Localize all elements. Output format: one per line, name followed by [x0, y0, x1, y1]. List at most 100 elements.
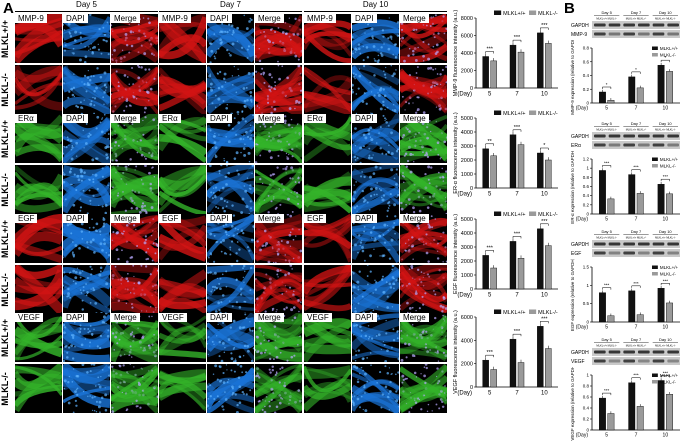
blot-genotype-label: MLKL+/+ MLKL-/- [596, 344, 617, 348]
blot-band [608, 251, 621, 255]
significance-bracket [602, 287, 612, 290]
legend-label-ko: MLKL-/- [660, 164, 677, 169]
panel-letter-a: A [3, 0, 14, 17]
blot-row-label: GAPDH [571, 242, 589, 248]
bar-wt [482, 56, 489, 89]
channel-label: DAPI [352, 14, 377, 23]
channel-label: MMP-9 [304, 14, 336, 23]
x-tick-label: 5 [488, 192, 492, 198]
bar-ko [490, 155, 497, 189]
blot-band [608, 242, 621, 246]
legend-label-wt: MLKL+/+ [503, 310, 525, 316]
channel-label: DAPI [63, 14, 88, 23]
marker-image [304, 165, 351, 214]
legend-label-wt: MLKL+/+ [503, 11, 525, 17]
blot-day-label: Day 10 [659, 337, 672, 342]
legend-swatch-ko [529, 10, 537, 15]
significance-label: *** [663, 278, 669, 283]
blot-day-label: Day 10 [659, 121, 672, 126]
y-tick-label: 2000 [461, 68, 473, 74]
x-tick-label: 5 [488, 92, 492, 98]
bar-wt [537, 228, 544, 290]
legend-label-wt: MLKL+/+ [503, 111, 525, 117]
blot-row-label: GAPDH [571, 350, 589, 356]
x-tick-label: 5 [605, 325, 608, 331]
marker-image [15, 165, 62, 214]
x-axis-label: (Day) [457, 92, 472, 98]
significance-bracket [485, 250, 494, 253]
x-tick-label: 5 [605, 106, 608, 112]
marker-image [304, 364, 351, 413]
blot-band [594, 359, 606, 363]
y-tick-label: 0 [586, 212, 589, 217]
x-tick-label: 10 [663, 433, 669, 439]
x-tick-label: 5 [605, 433, 608, 439]
x-tick-label: 5 [488, 293, 492, 299]
bar-ko [666, 394, 673, 431]
bar-ko [636, 87, 644, 104]
row-label-wt: MLKL+/+ [0, 19, 10, 58]
blot-genotype-label: MLKL+/+ MLKL-/- [655, 236, 676, 240]
significance-label: *** [514, 329, 521, 335]
legend-swatch-wt [494, 10, 502, 15]
x-axis-label: (Day) [576, 217, 589, 223]
day-header: Day 10 [362, 0, 389, 9]
blot-membrane [592, 249, 680, 257]
channel-label: DAPI [352, 313, 377, 322]
blot-band [652, 134, 665, 138]
merge-image [400, 364, 447, 413]
dapi-image: DAPI [207, 114, 254, 163]
dapi-image [63, 165, 110, 214]
x-tick-label: 10 [541, 192, 548, 198]
blot-membrane [592, 348, 680, 356]
y-tick-label: 0 [586, 320, 589, 325]
significance-label: *** [633, 373, 639, 378]
legend-label-ko: MLKL-/- [538, 111, 558, 117]
channel-label: Merge [400, 214, 429, 223]
row-label-wt: MLKL+/+ [0, 119, 10, 158]
blot-band [608, 350, 621, 354]
bar-wt [482, 148, 489, 189]
blot-band [594, 242, 606, 246]
dapi-image [207, 265, 254, 314]
x-tick-label: 7 [635, 433, 638, 439]
blot-band [623, 32, 635, 36]
x-tick-label: 7 [635, 217, 638, 223]
y-tick-label: 0.6 [583, 184, 590, 189]
y-tick-label: 1000 [461, 172, 473, 178]
blot-genotype-label: MLKL+/+ MLKL-/- [596, 17, 617, 21]
merge-image: Merge [255, 214, 302, 263]
y-tick-label: 0.5 [583, 301, 590, 306]
blot-band [638, 134, 650, 138]
legend-swatch-wt [494, 309, 502, 314]
merge-image [111, 65, 158, 114]
significance-label: *** [514, 35, 521, 41]
channel-label: Merge [255, 313, 284, 322]
legend-swatch-wt [652, 373, 658, 377]
channel-label: Merge [111, 313, 140, 322]
channel-label: MMP-9 [159, 14, 191, 23]
blot-band [638, 359, 650, 363]
significance-bracket [602, 86, 612, 89]
merge-image [255, 364, 302, 413]
day-header-line [15, 11, 158, 12]
dapi-image: DAPI [352, 313, 399, 362]
bar-wt [599, 292, 606, 323]
marker-image: ERα [15, 114, 62, 163]
y-tick-label: 0.4 [583, 406, 590, 411]
x-axis-label: (Day) [576, 106, 589, 112]
legend-swatch-ko [529, 110, 537, 115]
blot-day-label: Day 10 [659, 10, 672, 15]
blot-day-label: Day 5 [601, 337, 612, 342]
legend-label-ko: MLKL-/- [538, 212, 558, 218]
significance-label: *** [486, 350, 493, 356]
legend-swatch-wt [494, 110, 502, 115]
legend-label-ko: MLKL-/- [538, 310, 558, 316]
y-tick-label: 4000 [461, 231, 473, 237]
x-axis-label: (Day) [576, 325, 589, 331]
merge-image: Merge [111, 114, 158, 163]
marker-image [15, 364, 62, 413]
dapi-image [63, 364, 110, 413]
merge-image [255, 265, 302, 314]
